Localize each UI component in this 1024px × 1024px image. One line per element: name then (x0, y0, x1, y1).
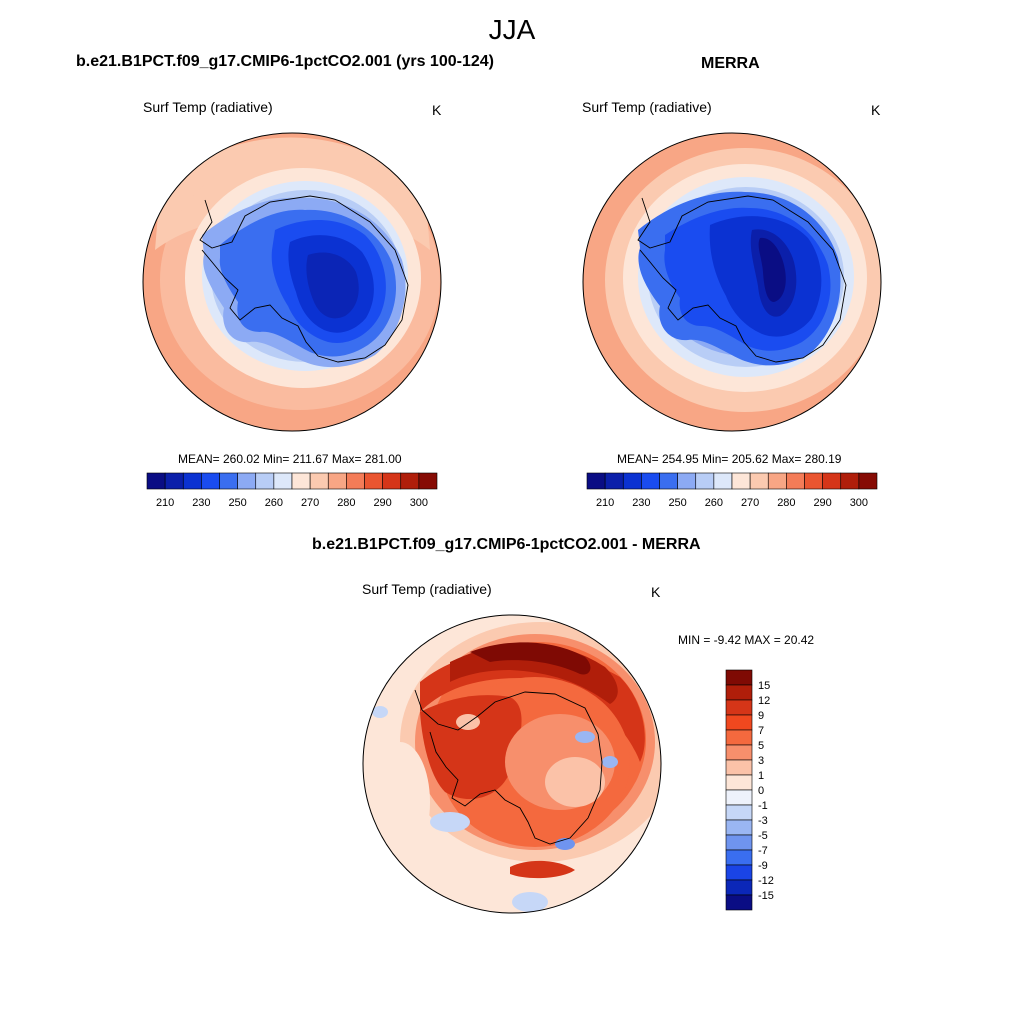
colorbar-model-swatch (146, 472, 166, 490)
colorbar-difference-swatch (725, 819, 753, 836)
colorbar-model-swatch (164, 472, 184, 490)
colorbar-merra-tick-label: 210 (596, 497, 614, 509)
colorbar-difference-tick-label: -3 (758, 815, 768, 827)
colorbar-model-swatch (400, 472, 420, 490)
colorbar-merra-swatch (767, 472, 787, 490)
colorbar-model-tick-label: 290 (373, 497, 391, 509)
colorbar-merra-tick-label: 260 (705, 497, 723, 509)
panel2-units-label: K (871, 102, 881, 118)
merra-polar-map (582, 132, 882, 432)
colorbar-difference-tick-label: -7 (758, 845, 768, 857)
colorbar-merra-swatch (659, 472, 678, 490)
panel3-units-label: K (651, 584, 661, 600)
colorbar-merra-tick-label: 280 (777, 497, 795, 509)
colorbar-difference-swatch (725, 894, 753, 911)
colorbar-difference-tick-label: 9 (758, 710, 764, 722)
colorbar-merra-swatch (749, 472, 769, 490)
colorbar-difference-swatch (725, 879, 753, 896)
colorbar-difference-tick-label: 7 (758, 725, 764, 737)
panel3-variable-label: Surf Temp (radiative) (362, 581, 492, 597)
colorbar-difference-swatch (725, 774, 753, 791)
colorbar-difference-swatch (725, 684, 753, 701)
colorbar-difference-swatch (725, 714, 753, 731)
colorbar-difference-tick-label: -5 (758, 830, 768, 842)
difference-polar-map (362, 614, 662, 914)
colorbar-model-tick-label: 260 (265, 497, 283, 509)
colorbar-difference-tick-label: 1 (758, 770, 764, 782)
colorbar-difference-swatch (725, 759, 753, 776)
colorbar-difference: 15 12 9 7 5 3 1 0 -1 -3 -5 -7 -9 -12 -15 (725, 669, 774, 911)
colorbar-model-tick-label: 280 (337, 497, 355, 509)
colorbar-merra-tick-label: 290 (813, 497, 831, 509)
colorbar-merra-tick-label: 300 (850, 497, 868, 509)
colorbar-difference-swatch (725, 849, 753, 866)
colorbar-model-swatch (382, 472, 402, 490)
colorbar-merra-swatch (731, 472, 751, 490)
colorbar-difference-swatch (725, 804, 753, 821)
colorbar-model-swatch (309, 472, 329, 490)
panel3-stats: MIN = -9.42 MAX = 20.42 (678, 633, 815, 647)
colorbar-model: 210 230 250 260 270 280 290 300 (146, 472, 438, 509)
colorbar-merra-swatch (622, 472, 642, 490)
panel1-units-label: K (432, 102, 442, 118)
colorbar-model-tick-label: 300 (410, 497, 428, 509)
panel1-stats: MEAN= 260.02 Min= 211.67 Max= 281.00 (178, 452, 402, 466)
colorbar-merra-swatch (786, 472, 805, 490)
colorbar-merra-swatch (804, 472, 823, 490)
colorbar-model-tick-label: 230 (192, 497, 210, 509)
colorbar-model-swatch (237, 472, 257, 490)
colorbar-difference-tick-label: -15 (758, 890, 774, 902)
colorbar-difference-tick-label: -12 (758, 875, 774, 887)
panel1-title: b.e21.B1PCT.f09_g17.CMIP6-1pctCO2.001 (y… (76, 53, 494, 70)
colorbar-merra-swatch (677, 472, 697, 490)
colorbar-merra-swatch (586, 472, 606, 490)
colorbar-model-swatch (291, 472, 311, 490)
colorbar-model-swatch (255, 472, 275, 490)
figure-title: JJA (488, 14, 536, 45)
colorbar-merra-tick-label: 250 (668, 497, 686, 509)
colorbar-merra-swatch (822, 472, 842, 490)
colorbar-difference-swatch (725, 729, 753, 746)
colorbar-model-swatch (346, 472, 365, 490)
colorbar-difference-swatch (725, 834, 753, 851)
colorbar-difference-swatch (725, 699, 753, 716)
colorbar-model-swatch (327, 472, 347, 490)
colorbar-model-swatch (182, 472, 202, 490)
panel2-stats: MEAN= 254.95 Min= 205.62 Max= 280.19 (617, 452, 842, 466)
colorbar-difference-swatch (725, 669, 753, 686)
colorbar-model-tick-label: 210 (156, 497, 174, 509)
panel3-title: b.e21.B1PCT.f09_g17.CMIP6-1pctCO2.001 - … (312, 536, 701, 553)
colorbar-difference-tick-label: 0 (758, 785, 764, 797)
colorbar-model-swatch (418, 472, 438, 490)
colorbar-difference-tick-label: -9 (758, 860, 768, 872)
panel1-variable-label: Surf Temp (radiative) (143, 99, 273, 115)
colorbar-difference-tick-label: 3 (758, 755, 764, 767)
colorbar-merra-swatch (695, 472, 715, 490)
colorbar-difference-swatch (725, 864, 753, 881)
panel2-variable-label: Surf Temp (radiative) (582, 99, 712, 115)
colorbar-model-tick-label: 270 (301, 497, 319, 509)
colorbar-merra-swatch (604, 472, 624, 490)
colorbar-model-swatch (201, 472, 220, 490)
colorbar-merra-tick-label: 230 (632, 497, 650, 509)
colorbar-merra-swatch (641, 472, 660, 490)
colorbar-difference-tick-label: 5 (758, 740, 764, 752)
colorbar-merra: 210 230 250 260 270 280 290 300 (586, 472, 878, 509)
colorbar-model-swatch (364, 472, 383, 490)
panel2-title: MERRA (701, 55, 760, 72)
colorbar-difference-swatch (725, 789, 753, 806)
colorbar-merra-swatch (713, 472, 733, 490)
model-polar-map (142, 132, 442, 432)
colorbar-model-swatch (219, 472, 238, 490)
colorbar-difference-tick-label: 12 (758, 695, 770, 707)
colorbar-merra-swatch (840, 472, 860, 490)
colorbar-difference-tick-label: -1 (758, 800, 768, 812)
colorbar-difference-swatch (725, 744, 753, 761)
colorbar-merra-swatch (858, 472, 878, 490)
colorbar-model-tick-label: 250 (228, 497, 246, 509)
colorbar-model-swatch (273, 472, 293, 490)
colorbar-merra-tick-label: 270 (741, 497, 759, 509)
colorbar-difference-tick-label: 15 (758, 680, 770, 692)
